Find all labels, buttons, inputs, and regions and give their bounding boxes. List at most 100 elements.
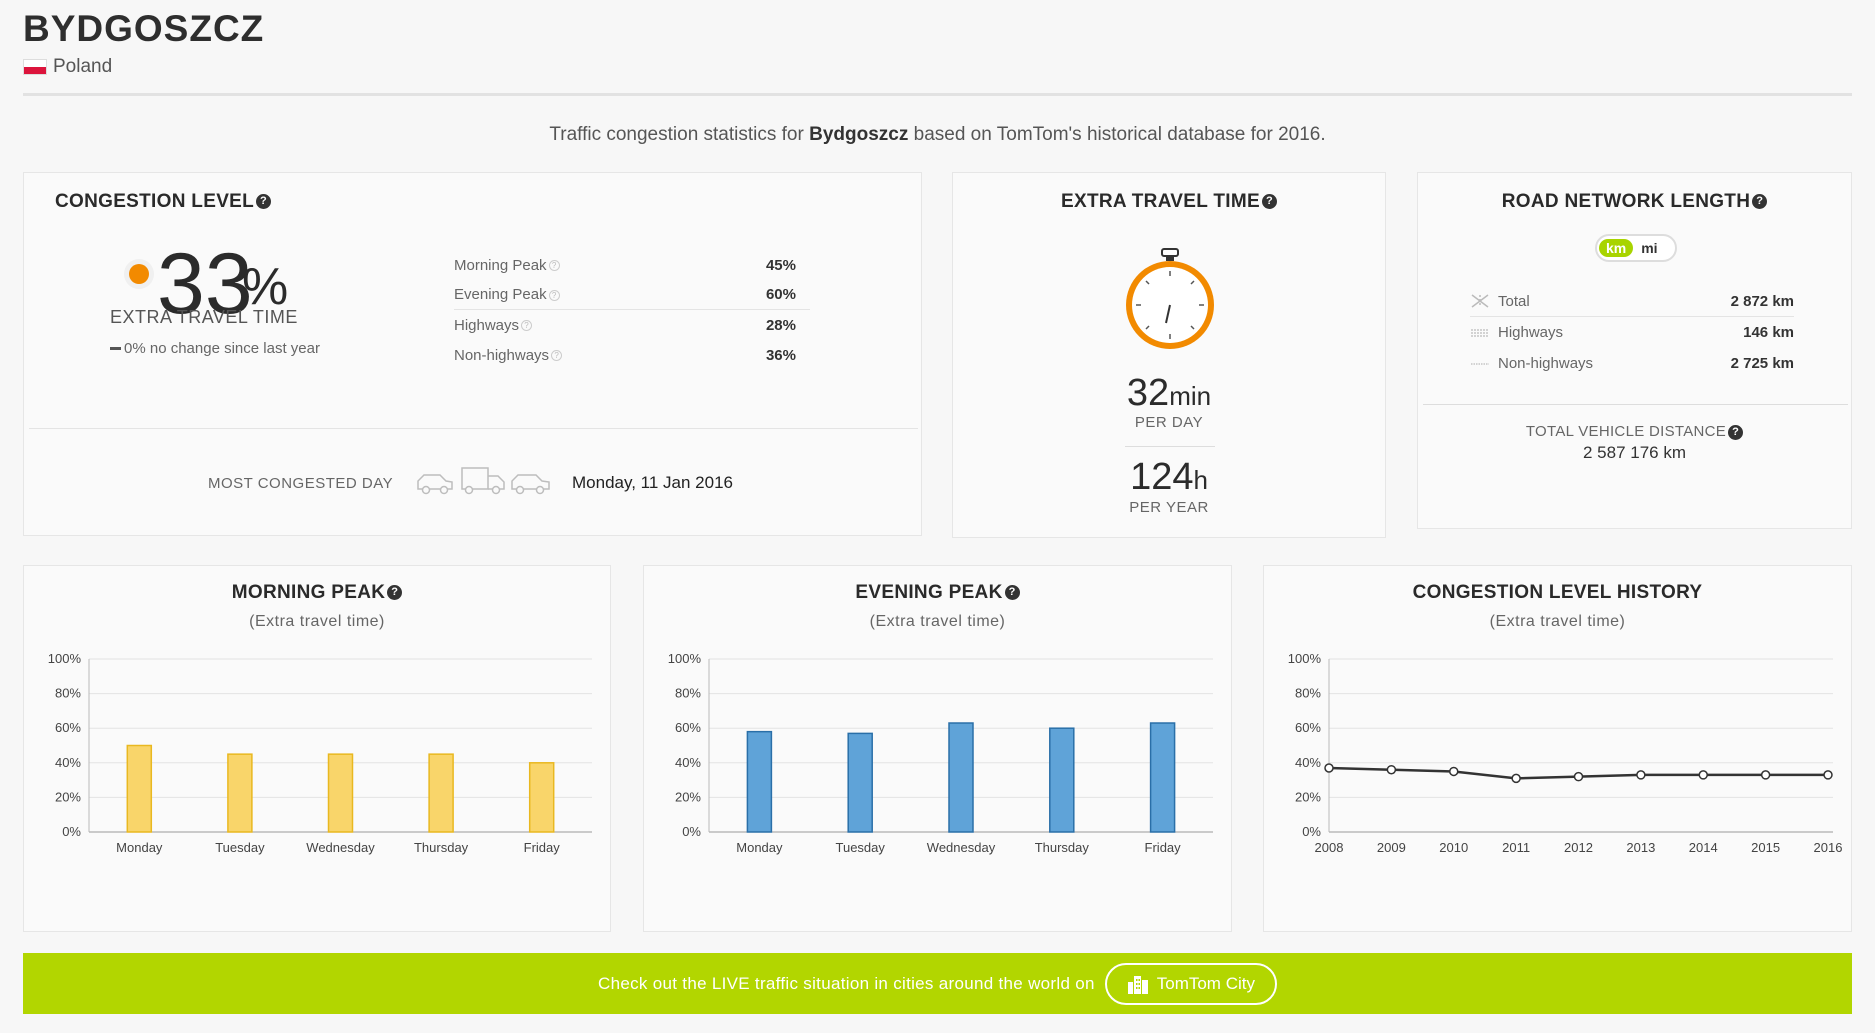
help-icon[interactable]: ? bbox=[1261, 194, 1277, 210]
x-tick-label: Monday bbox=[736, 840, 783, 855]
data-point bbox=[1698, 770, 1708, 780]
tomtom-city-button-label: TomTom City bbox=[1156, 973, 1255, 993]
x-tick-label: Wednesday bbox=[306, 840, 375, 855]
help-icon[interactable]: ? bbox=[548, 260, 560, 272]
header-divider bbox=[23, 93, 1852, 96]
road-label: Highways bbox=[1498, 324, 1564, 341]
per-year-value: 124h bbox=[953, 456, 1385, 499]
y-tick-label: 100% bbox=[668, 651, 702, 666]
congestion-history-title: CONGESTION LEVEL HISTORY bbox=[1412, 582, 1703, 603]
x-tick-label: 2012 bbox=[1564, 840, 1593, 855]
help-icon[interactable]: ? bbox=[551, 350, 563, 362]
x-tick-label: 2014 bbox=[1689, 840, 1718, 855]
bar bbox=[227, 753, 253, 833]
evening-peak-subtitle: (Extra travel time) bbox=[869, 613, 1006, 630]
x-tick-label: 2009 bbox=[1377, 840, 1406, 855]
breakdown-row-non-highways: Non-highways? 36% bbox=[454, 340, 810, 370]
breakdown-row-highways: Highways? 28% bbox=[454, 310, 810, 340]
road-row-non-highways: Non-highways 2 725 km bbox=[1470, 348, 1794, 379]
road-junction-icon bbox=[1471, 294, 1489, 308]
data-point bbox=[1324, 763, 1334, 773]
x-tick-label: Thursday bbox=[414, 840, 469, 855]
road-value: 2 725 km bbox=[1730, 355, 1794, 372]
y-tick-label: 60% bbox=[1295, 720, 1321, 735]
breakdown-row-morning: Morning Peak? 45% bbox=[454, 250, 810, 280]
travel-title-text: EXTRA TRAVEL TIME bbox=[1061, 191, 1260, 212]
unit-mi-option[interactable]: mi bbox=[1641, 240, 1658, 256]
congestion-history-subtitle: (Extra travel time) bbox=[1489, 613, 1626, 630]
road-label: Non-highways bbox=[1498, 355, 1594, 372]
intro-city: Bydgoszcz bbox=[809, 124, 909, 145]
yearly-change-text: 0% no change since last year bbox=[124, 340, 320, 357]
x-tick-label: 2011 bbox=[1502, 840, 1530, 855]
breakdown-row-evening: Evening Peak? 60% bbox=[454, 280, 810, 310]
unit-km-option[interactable]: km bbox=[1599, 239, 1634, 257]
y-tick-label: 20% bbox=[55, 789, 81, 804]
x-tick-label: 2010 bbox=[1439, 840, 1468, 855]
travel-divider bbox=[1125, 446, 1215, 447]
y-tick-label: 60% bbox=[675, 720, 701, 735]
road-network-title: ROAD NETWORK LENGTH? bbox=[1418, 191, 1851, 213]
data-point bbox=[1573, 771, 1584, 782]
y-tick-label: 80% bbox=[1295, 686, 1321, 701]
y-tick-label: 40% bbox=[675, 755, 701, 770]
congestion-value: 33 bbox=[157, 236, 253, 332]
total-vehicle-distance-value: 2 587 176 km bbox=[1582, 443, 1686, 462]
card-divider bbox=[29, 428, 918, 429]
bar bbox=[126, 744, 153, 833]
y-tick-label: 0% bbox=[62, 824, 81, 839]
breakdown-label: Morning Peak bbox=[454, 256, 547, 274]
evening-peak-card: EVENING PEAK? (Extra travel time) 0% 20% 4… bbox=[643, 565, 1232, 932]
x-tick-label: Friday bbox=[524, 840, 561, 855]
x-tick-label: 2008 bbox=[1315, 840, 1344, 855]
traffic-vehicles-icon bbox=[417, 467, 550, 495]
extra-travel-time-card: EXTRA TRAVEL TIME? 32min PER DAY 124h PE… bbox=[952, 172, 1386, 538]
help-icon[interactable]: ? bbox=[521, 320, 533, 332]
no-change-dash-icon bbox=[110, 347, 121, 350]
congestion-level-card: CONGESTION LEVEL? 33 % EXTRA TRAVEL TIME… bbox=[23, 172, 922, 536]
morning-peak-title: MORNING PEAK? bbox=[24, 582, 610, 604]
help-icon[interactable]: ? bbox=[256, 194, 272, 210]
country-label: Poland bbox=[23, 56, 112, 78]
intro-prefix: Traffic congestion statistics for bbox=[549, 124, 810, 145]
congestion-status-dot-icon bbox=[124, 259, 154, 289]
congestion-history-chart: 0% 20% 40% 60% 80% 100% 2008 2009 2010 2011 2012 20… bbox=[1288, 651, 1843, 855]
y-tick-label: 40% bbox=[55, 755, 81, 770]
tomtom-city-button[interactable]: TomTom City bbox=[1104, 962, 1277, 1005]
most-congested-day-label: MOST CONGESTED DAY bbox=[208, 475, 394, 492]
tvd-label-text: TOTAL VEHICLE DISTANCE bbox=[1525, 423, 1727, 440]
banner-text: Check out the LIVE traffic situation in … bbox=[598, 973, 1095, 993]
help-icon[interactable]: ? bbox=[1004, 585, 1020, 601]
breakdown-value: 36% bbox=[765, 346, 796, 364]
per-day-label: PER DAY bbox=[1134, 414, 1204, 431]
help-icon[interactable]: ? bbox=[548, 289, 560, 301]
help-icon[interactable]: ? bbox=[1728, 424, 1744, 440]
morning-peak-card: MORNING PEAK? (Extra travel time) 0% 20% 4… bbox=[23, 565, 611, 932]
help-icon[interactable]: ? bbox=[387, 585, 403, 601]
per-day-unit: min bbox=[1169, 381, 1212, 411]
evening-peak-chart: 0% 20% 40% 60% 80% 100% Monday Tuesday Wednesday… bbox=[668, 651, 1213, 855]
y-tick-label: 80% bbox=[55, 686, 81, 701]
highway-icon bbox=[1471, 328, 1489, 337]
intro-suffix: based on TomTom's historical database fo… bbox=[908, 124, 1326, 145]
x-tick-label: Tuesday bbox=[836, 840, 886, 855]
y-tick-label: 0% bbox=[1302, 824, 1321, 839]
live-traffic-banner: Check out the LIVE traffic situation in … bbox=[23, 953, 1852, 1014]
help-icon[interactable]: ? bbox=[1752, 194, 1768, 210]
extra-travel-time-title: EXTRA TRAVEL TIME? bbox=[953, 191, 1385, 213]
y-tick-label: 40% bbox=[1295, 755, 1321, 770]
per-day-number: 32 bbox=[1126, 372, 1170, 414]
y-tick-label: 100% bbox=[1288, 651, 1322, 666]
road-network-length-card: ROAD NETWORK LENGTH? km mi Total 2 872 k… bbox=[1417, 172, 1852, 529]
bar bbox=[1149, 722, 1176, 833]
chart-title-text: MORNING PEAK bbox=[231, 582, 386, 603]
x-tick-label: 2015 bbox=[1751, 840, 1780, 855]
evening-peak-title: EVENING PEAK? bbox=[644, 582, 1231, 604]
y-tick-label: 60% bbox=[55, 720, 81, 735]
breakdown-value: 45% bbox=[765, 256, 796, 274]
data-point bbox=[1386, 764, 1397, 775]
unit-toggle[interactable]: km mi bbox=[1595, 234, 1677, 262]
bar bbox=[428, 753, 454, 833]
stopwatch-icon bbox=[1126, 248, 1214, 349]
extra-travel-time-label: EXTRA TRAVEL TIME bbox=[110, 307, 298, 327]
